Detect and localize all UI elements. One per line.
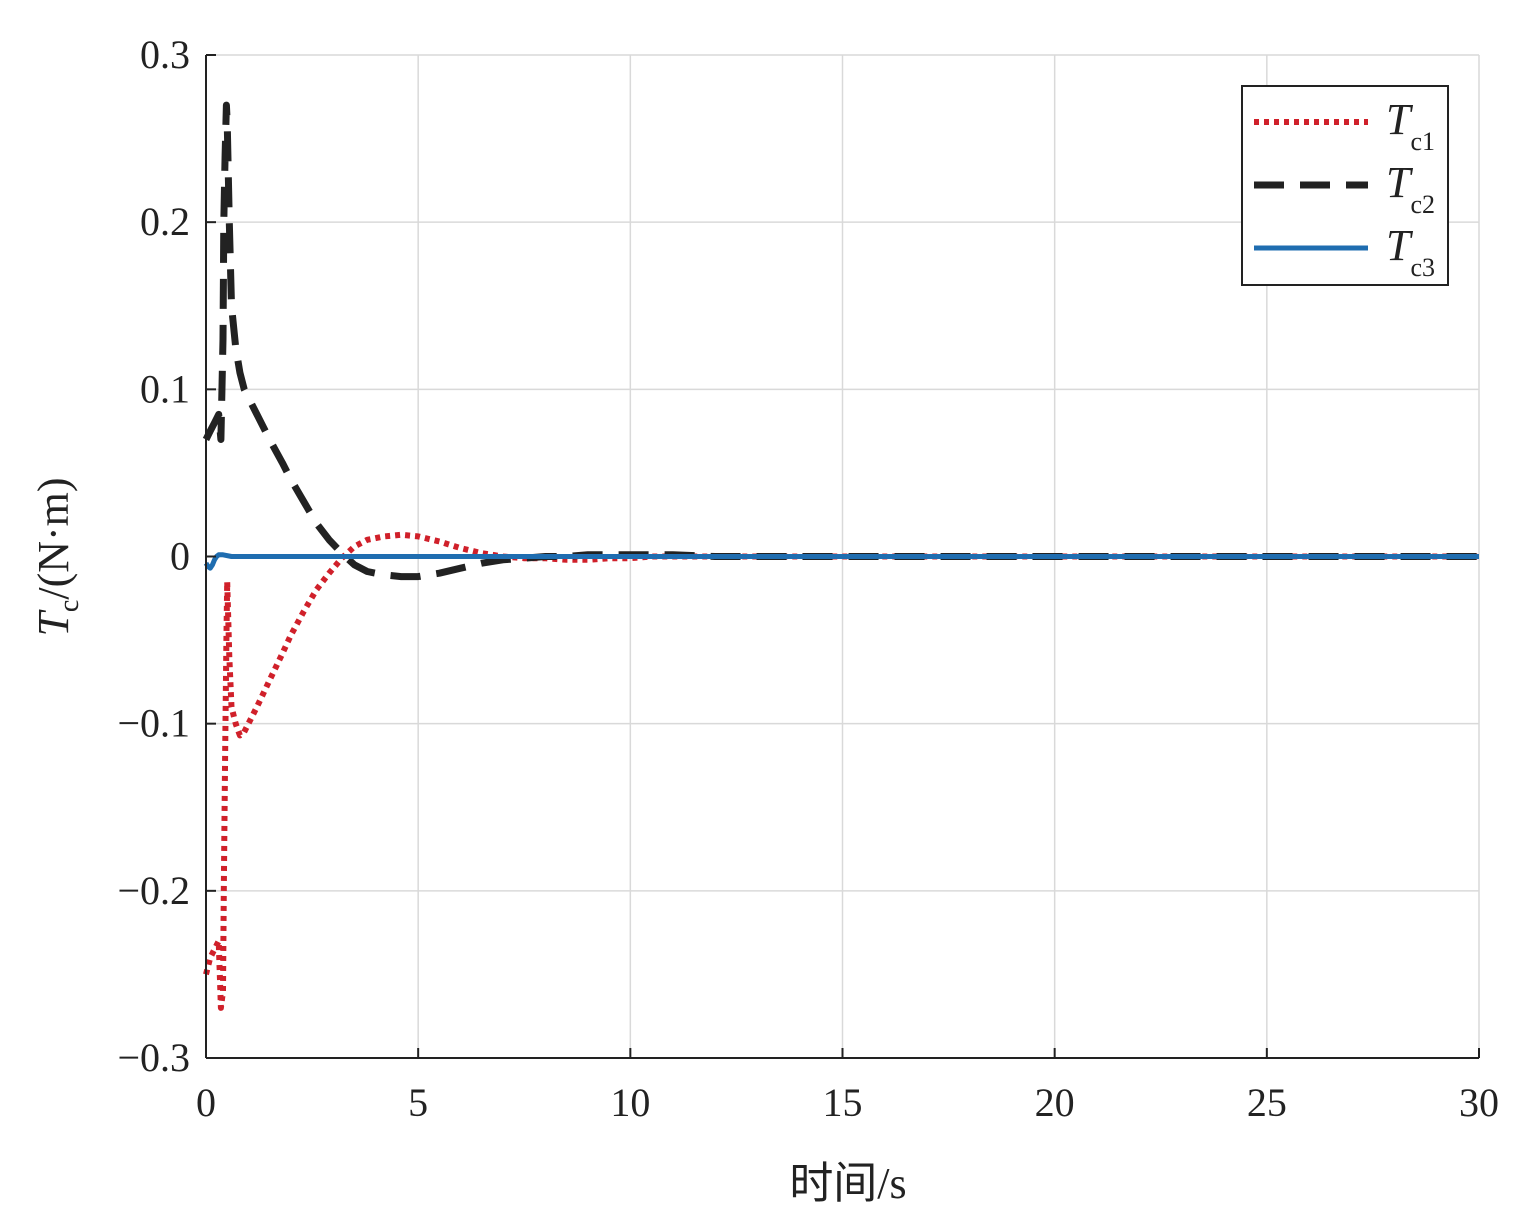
x-tick-label: 25 xyxy=(1247,1080,1287,1125)
y-axis-unit: /(N·m) xyxy=(29,477,78,599)
x-tick-label: 5 xyxy=(408,1080,428,1125)
y-axis-symbol: T xyxy=(29,609,78,637)
y-tick-label: −0.2 xyxy=(117,868,190,913)
series-line-c2 xyxy=(202,101,1479,581)
y-tick-label: −0.3 xyxy=(117,1035,190,1080)
series-line-c1 xyxy=(203,531,1479,1011)
x-axis-title: 时间/s xyxy=(789,1159,906,1208)
y-tick-label: −0.1 xyxy=(117,701,190,746)
y-tick-label: 0.1 xyxy=(140,366,190,411)
y-axis-title: Tc/(N·m) xyxy=(29,477,85,636)
x-tick-label: 15 xyxy=(823,1080,863,1125)
x-tick-label: 0 xyxy=(196,1080,216,1125)
svg-text:Tc/(N·m): Tc/(N·m) xyxy=(29,477,85,636)
legend-label-c3: Tc3 xyxy=(1386,221,1435,282)
tick-labels: 0 5 10 15 20 25 30 −0.3 −0.2 −0.1 0 0.1 0.2 0.3 xyxy=(117,32,1499,1125)
x-tick-label: 10 xyxy=(610,1080,650,1125)
y-tick-label: 0.2 xyxy=(140,199,190,244)
x-tick-label: 20 xyxy=(1035,1080,1075,1125)
plot-series xyxy=(202,101,1479,1011)
legend-label-c2: Tc2 xyxy=(1386,158,1435,219)
y-axis-subscript: c xyxy=(54,600,85,612)
series-line-c3 xyxy=(203,552,1479,571)
legend-label-c1: Tc1 xyxy=(1386,95,1435,156)
y-tick-label: 0.3 xyxy=(140,32,190,77)
axes xyxy=(205,54,1480,1059)
y-tick-label: 0 xyxy=(170,534,190,579)
x-tick-label: 30 xyxy=(1459,1080,1499,1125)
